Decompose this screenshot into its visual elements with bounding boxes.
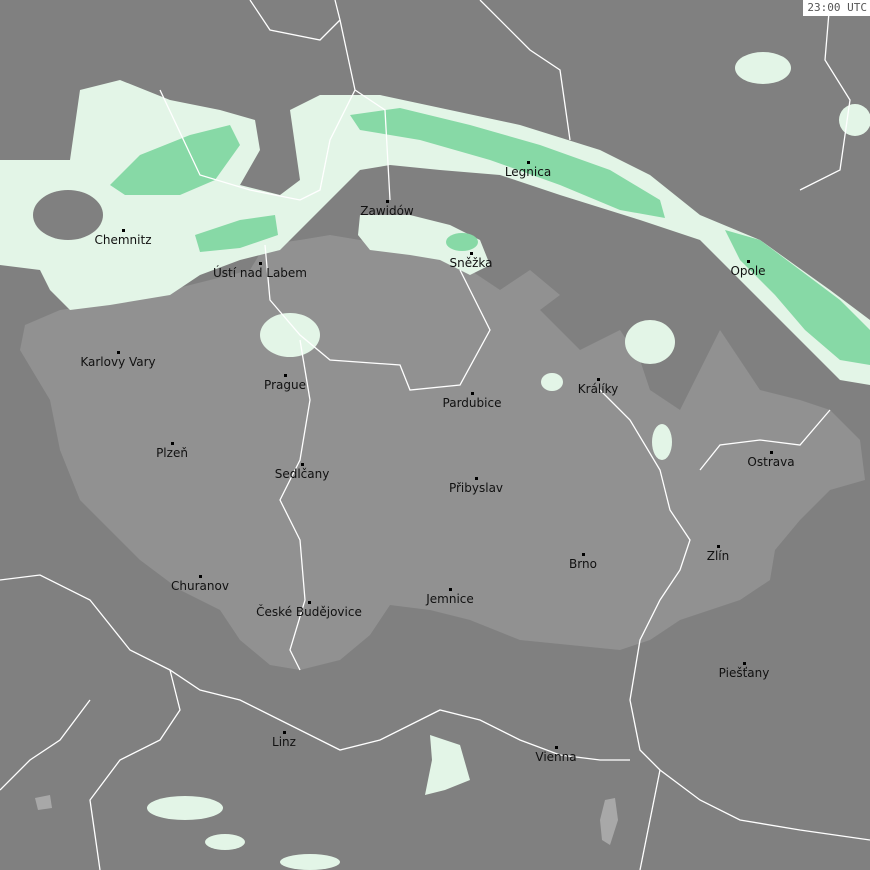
city-marker [555,746,558,749]
city-marker [117,351,120,354]
city-marker [747,260,750,263]
city-marker [597,378,600,381]
city-label: Plzeň [156,446,188,460]
city-marker [770,451,773,454]
city-label: Sněžka [449,256,493,270]
city-marker [475,477,478,480]
city-label: Prague [264,378,306,392]
city-marker [743,662,746,665]
city-label: Piešťany [718,666,770,680]
city-marker [386,200,389,203]
city-marker [471,392,474,395]
city-label: Chemnitz [94,233,152,247]
city-marker [259,262,262,265]
city-label: Sedlčany [274,467,330,481]
city-label: Ústí nad Labem [212,266,308,280]
city-marker [449,588,452,591]
city-marker [199,575,202,578]
city-marker [171,442,174,445]
city-label: Linz [272,735,296,749]
city-label: Zawidów [360,204,414,218]
city-marker [308,601,311,604]
city-marker [470,252,473,255]
timestamp-label: 23:00 UTC [803,0,870,16]
city-marker [717,545,720,548]
city-marker [527,161,530,164]
city-label: Karlovy Vary [80,355,156,369]
city-marker [122,229,125,232]
city-marker [284,374,287,377]
city-label: Brno [569,557,597,571]
city-label: Opole [730,264,766,278]
city-marker [582,553,585,556]
city-label: Ostrava [747,455,795,469]
city-label: Přibyslav [448,481,504,495]
city-label: Zlín [706,549,730,563]
city-label: Vienna [535,750,577,764]
city-label: České Budějovice [256,605,362,619]
city-label: Churanov [171,579,229,593]
city-label: Králíky [577,382,619,396]
city-label: Legnica [504,165,552,179]
lakes [35,795,618,845]
precipitation-cutouts [33,190,856,248]
city-marker [301,463,304,466]
city-marker [283,731,286,734]
czech-republic-area [20,235,865,670]
city-label: Pardubice [442,396,502,410]
city-label: Jemnice [426,592,474,606]
